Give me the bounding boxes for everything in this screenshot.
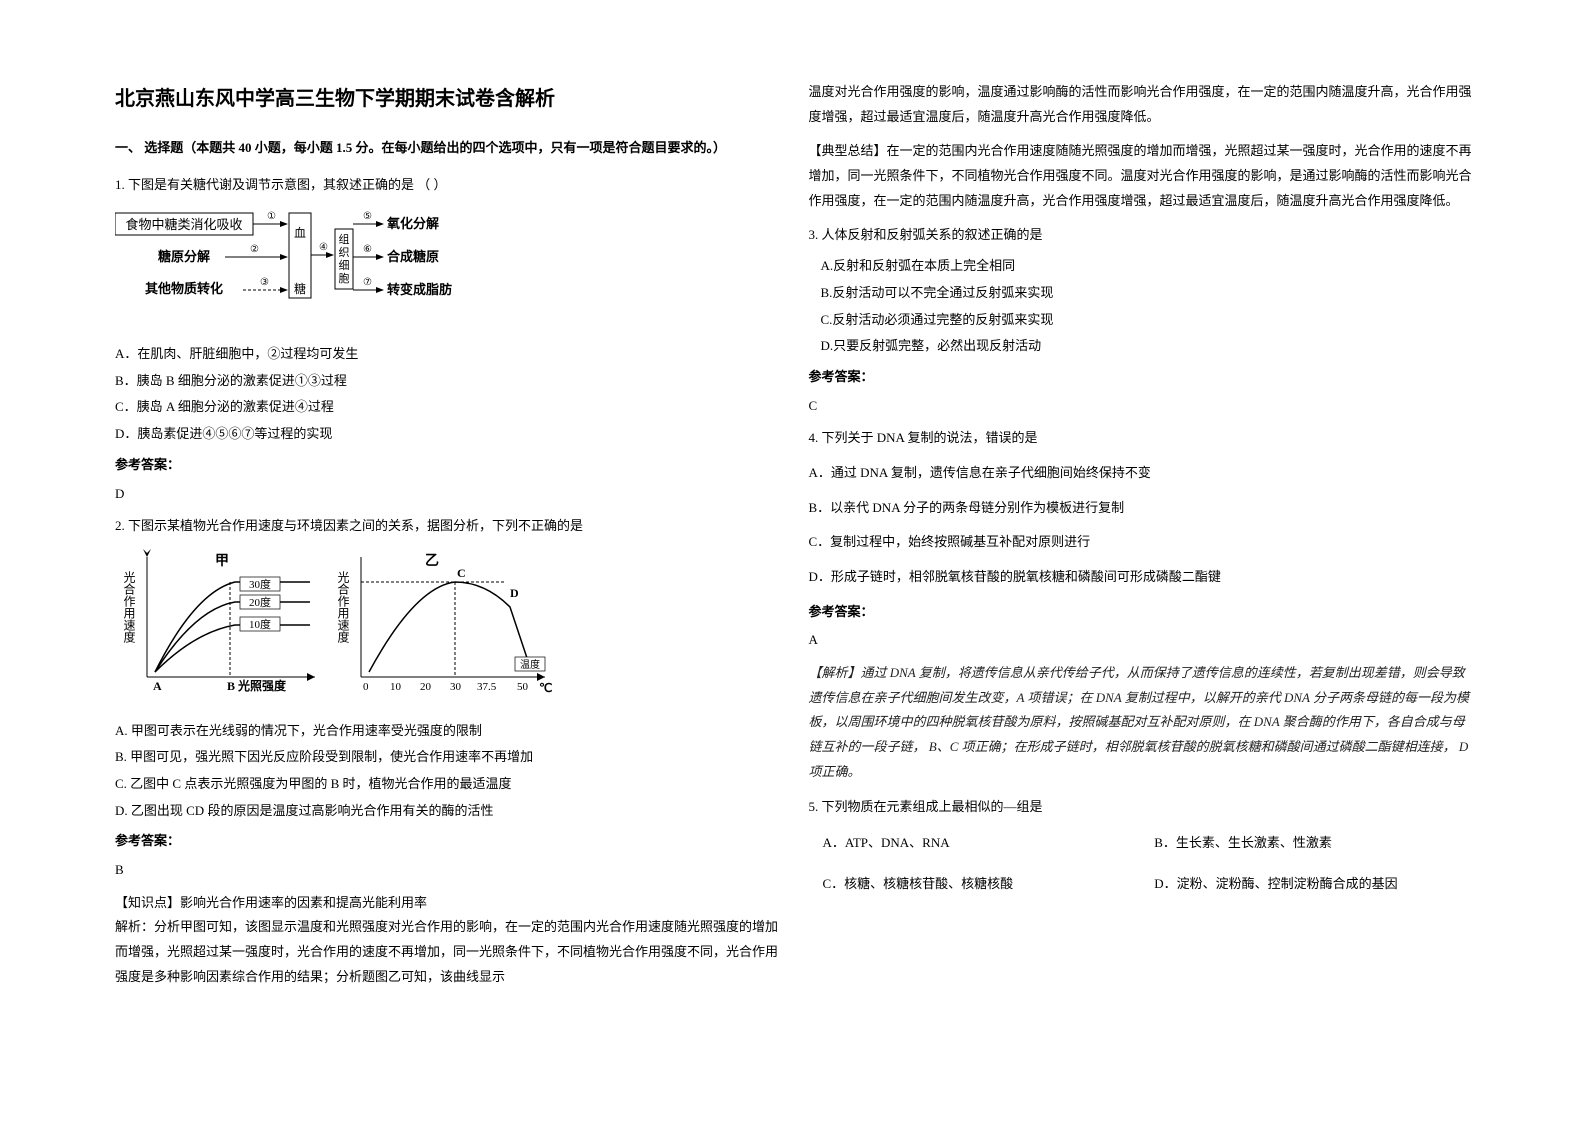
q3-option-a: A.反射和反射弧在本质上完全相同 [809, 254, 1473, 279]
svg-text:10: 10 [390, 681, 402, 693]
svg-text:37.5: 37.5 [477, 681, 497, 693]
q5-option-c: C．核糖、核糖核苷酸、核糖核酸 [809, 872, 1141, 897]
q2-option-d: D. 乙图出现 CD 段的原因是温度过高影响光合作用有关的酶的活性 [115, 799, 779, 824]
right-column: 温度对光合作用强度的影响，温度通过影响酶的活性而影响光合作用强度，在一定的范围内… [794, 80, 1488, 1092]
q4-option-c: C．复制过程中，始终按照碱基互补配对原则进行 [809, 530, 1473, 555]
q2-knowledge: 【知识点】影响光合作用速率的因素和提高光能利用率 [115, 891, 779, 916]
svg-text:乙: 乙 [425, 553, 439, 569]
q1-option-c: C．胰岛 A 细胞分泌的激素促进④过程 [115, 395, 779, 420]
q4-stem: 4. 下列关于 DNA 复制的说法，错误的是 [809, 426, 1473, 451]
q2-chart: 光合作用速度 甲 30度 20度 10度 A B 光照强度 光合作用速度 乙 [115, 547, 779, 711]
q2-analysis-cont: 温度对光合作用强度的影响，温度通过影响酶的活性而影响光合作用强度，在一定的范围内… [809, 80, 1473, 129]
q2-analysis: 解析：分析甲图可知，该图显示温度和光照强度对光合作用的影响，在一定的范围内光合作… [115, 915, 779, 989]
svg-text:③: ③ [260, 277, 269, 288]
q2-option-b: B. 甲图可见，强光照下因光反应阶段受到限制，使光合作用速率不再增加 [115, 745, 779, 770]
q4-option-b: B．以亲代 DNA 分子的两条母链分别作为模板进行复制 [809, 496, 1473, 521]
q4-option-a: A．通过 DNA 复制，遗传信息在亲子代细胞间始终保持不变 [809, 461, 1473, 486]
svg-text:转变成脂肪: 转变成脂肪 [387, 282, 452, 297]
svg-text:20: 20 [420, 681, 432, 693]
svg-text:20度: 20度 [249, 595, 271, 609]
q4-option-d: D．形成子链时，相邻脱氧核苷酸的脱氧核糖和磷酸间可形成磷酸二酯键 [809, 565, 1473, 590]
left-column: 北京燕山东风中学高三生物下学期期末试卷含解析 一、 选择题（本题共 40 小题，… [100, 80, 794, 1092]
q4-answer-label: 参考答案： [809, 600, 1473, 625]
q4-analysis: 【解析】通过 DNA 复制，将遗传信息从亲代传给子代，从而保持了遗传信息的连续性… [809, 661, 1473, 784]
svg-text:甲: 甲 [215, 553, 229, 569]
svg-text:其他物质转化: 其他物质转化 [145, 281, 223, 296]
q1-answer-label: 参考答案： [115, 453, 779, 478]
q5-option-d: D．淀粉、淀粉酶、控制淀粉酶合成的基因 [1140, 872, 1472, 897]
svg-text:50: 50 [517, 681, 529, 693]
q3-stem: 3. 人体反射和反射弧关系的叙述正确的是 [809, 223, 1473, 248]
svg-text:D: D [510, 586, 519, 600]
q1-diagram: 食物中糖类消化吸收 糖原分解 其他物质转化 ① ② ③ 血 糖 ④ 组 织 细 … [115, 205, 779, 334]
svg-text:细: 细 [339, 259, 350, 272]
q1-option-a: A．在肌肉、肝脏细胞中，②过程均可发生 [115, 342, 779, 367]
svg-text:10度: 10度 [249, 617, 271, 631]
svg-text:⑥: ⑥ [363, 244, 372, 255]
svg-text:糖: 糖 [294, 281, 306, 296]
q2-option-a: A. 甲图可表示在光线弱的情况下，光合作用速率受光强度的限制 [115, 719, 779, 744]
q4-answer: A [809, 628, 1473, 653]
svg-text:℃: ℃ [539, 681, 552, 695]
svg-text:氧化分解: 氧化分解 [386, 216, 439, 231]
svg-text:光合作用速度: 光合作用速度 [336, 570, 350, 642]
q1-option-b: B．胰岛 B 细胞分泌的激素促进①③过程 [115, 369, 779, 394]
q5-options: A．ATP、DNA、RNA B．生长素、生长激素、性激素 C．核糖、核糖核苷酸、… [809, 829, 1473, 910]
svg-text:C: C [457, 566, 466, 580]
q5-option-a: A．ATP、DNA、RNA [809, 831, 1141, 856]
q1-stem: 1. 下图是有关糖代谢及调节示意图，其叙述正确的是 （ ） [115, 173, 779, 198]
svg-text:温度: 温度 [520, 658, 540, 671]
q2-stem: 2. 下图示某植物光合作用速度与环境因素之间的关系，据图分析，下列不正确的是 [115, 514, 779, 539]
svg-text:②: ② [250, 244, 259, 255]
svg-text:⑤: ⑤ [363, 211, 372, 222]
section-1-header: 一、 选择题（本题共 40 小题，每小题 1.5 分。在每小题给出的四个选项中，… [115, 136, 779, 161]
q3-option-d: D.只要反射弧完整，必然出现反射活动 [809, 334, 1473, 359]
q5-option-b: B．生长素、生长激素、性激素 [1140, 831, 1472, 856]
q3-answer-label: 参考答案： [809, 365, 1473, 390]
svg-text:组: 组 [339, 232, 350, 246]
page-title: 北京燕山东风中学高三生物下学期期末试卷含解析 [115, 80, 779, 118]
svg-text:④: ④ [319, 242, 328, 253]
svg-text:光合作用速度: 光合作用速度 [122, 570, 136, 642]
q3-option-b: B.反射活动可以不完全通过反射弧来实现 [809, 281, 1473, 306]
q1-option-d: D．胰岛素促进④⑤⑥⑦等过程的实现 [115, 422, 779, 447]
q1-answer: D [115, 482, 779, 507]
svg-text:血: 血 [294, 226, 306, 240]
svg-text:①: ① [267, 211, 276, 222]
q5-stem: 5. 下列物质在元素组成上最相似的—组是 [809, 795, 1473, 820]
svg-text:30: 30 [450, 681, 462, 693]
svg-text:⑦: ⑦ [363, 277, 372, 288]
q3-answer: C [809, 394, 1473, 419]
svg-text:合成糖原: 合成糖原 [387, 249, 439, 264]
svg-text:糖原分解: 糖原分解 [158, 249, 210, 264]
q3-option-c: C.反射活动必须通过完整的反射弧来实现 [809, 308, 1473, 333]
svg-text:胞: 胞 [339, 272, 350, 285]
svg-text:A: A [153, 679, 162, 693]
svg-text:B 光照强度: B 光照强度 [227, 678, 287, 693]
q2-answer-label: 参考答案： [115, 829, 779, 854]
svg-text:0: 0 [363, 681, 369, 693]
q2-option-c: C. 乙图中 C 点表示光照强度为甲图的 B 时，植物光合作用的最适温度 [115, 772, 779, 797]
svg-text:30度: 30度 [249, 577, 271, 591]
svg-text:织: 织 [339, 246, 350, 259]
diagram-text: 食物中糖类消化吸收 [125, 217, 242, 232]
q2-answer: B [115, 858, 779, 883]
q2-summary: 【典型总结】在一定的范围内光合作用速度随随光照强度的增加而增强，光照超过某一强度… [809, 139, 1473, 213]
